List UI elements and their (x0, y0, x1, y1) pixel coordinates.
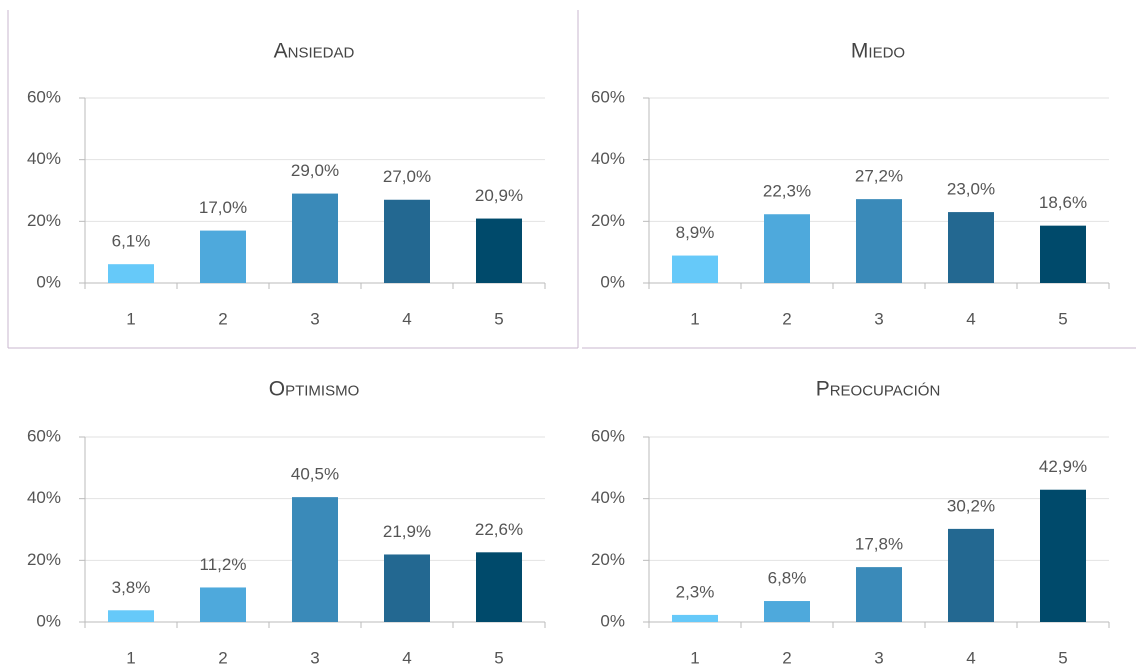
bar (476, 218, 522, 283)
bar (200, 587, 246, 622)
x-tick-label: 3 (874, 309, 883, 328)
x-tick-label: 1 (690, 309, 699, 328)
bar (764, 601, 810, 622)
data-label: 27,2% (855, 167, 903, 186)
x-tick-label: 2 (218, 648, 227, 667)
y-tick-label: 0% (600, 272, 625, 291)
bar (764, 214, 810, 283)
bar (1040, 225, 1086, 283)
y-tick-label: 40% (27, 149, 61, 168)
y-tick-label: 60% (27, 426, 61, 445)
data-label: 6,8% (768, 569, 807, 588)
bar (384, 554, 430, 622)
x-tick-label: 2 (218, 309, 227, 328)
x-tick-label: 5 (494, 309, 503, 328)
data-label: 27,0% (383, 167, 431, 186)
data-label: 18,6% (1039, 193, 1087, 212)
y-tick-label: 60% (591, 87, 625, 106)
bar (672, 255, 718, 283)
y-tick-label: 0% (36, 611, 61, 630)
chart-title: Optimismo (269, 378, 360, 401)
x-tick-label: 5 (1058, 648, 1067, 667)
y-tick-label: 0% (36, 272, 61, 291)
chart-title: Ansiedad (274, 40, 355, 63)
bar (108, 610, 154, 622)
data-label: 23,0% (947, 180, 995, 199)
data-label: 42,9% (1039, 457, 1087, 476)
y-tick-label: 20% (27, 550, 61, 569)
x-tick-label: 1 (690, 648, 699, 667)
bar (948, 528, 994, 622)
y-tick-label: 0% (600, 611, 625, 630)
x-tick-label: 3 (310, 648, 319, 667)
data-label: 22,3% (763, 182, 811, 201)
data-label: 40,5% (291, 465, 339, 484)
y-tick-label: 40% (27, 488, 61, 507)
x-tick-label: 5 (1058, 309, 1067, 328)
y-tick-label: 40% (591, 488, 625, 507)
data-label: 21,9% (383, 522, 431, 541)
bar (292, 193, 338, 283)
data-label: 3,8% (112, 578, 151, 597)
bar (948, 212, 994, 283)
bar (200, 230, 246, 283)
x-tick-label: 4 (966, 309, 975, 328)
data-label: 30,2% (947, 496, 995, 515)
chart-title: Preocupación (816, 378, 941, 401)
chart-title: Miedo (851, 40, 905, 63)
data-label: 22,6% (475, 520, 523, 539)
bar (384, 199, 430, 283)
data-label: 6,1% (112, 232, 151, 251)
bar (476, 552, 522, 622)
y-tick-label: 40% (591, 149, 625, 168)
data-label: 11,2% (200, 555, 247, 574)
y-tick-label: 60% (27, 87, 61, 106)
data-label: 17,0% (199, 198, 247, 217)
y-tick-label: 20% (591, 211, 625, 230)
x-tick-label: 2 (782, 309, 791, 328)
data-label: 17,8% (855, 535, 903, 554)
bar (856, 567, 902, 622)
x-tick-label: 1 (126, 648, 135, 667)
data-label: 29,0% (291, 161, 339, 180)
x-tick-label: 4 (402, 648, 411, 667)
bar (292, 497, 338, 622)
bar (1040, 489, 1086, 622)
x-tick-label: 3 (874, 648, 883, 667)
bar (672, 614, 718, 622)
bar (108, 264, 154, 283)
data-label: 20,9% (475, 186, 523, 205)
y-tick-label: 20% (591, 550, 625, 569)
x-tick-label: 2 (782, 648, 791, 667)
y-tick-label: 60% (591, 426, 625, 445)
x-tick-label: 4 (402, 309, 411, 328)
x-tick-label: 5 (494, 648, 503, 667)
y-tick-label: 20% (27, 211, 61, 230)
x-tick-label: 3 (310, 309, 319, 328)
x-tick-label: 1 (126, 309, 135, 328)
data-label: 2,3% (676, 582, 715, 601)
bar (856, 199, 902, 283)
data-label: 8,9% (676, 223, 715, 242)
x-tick-label: 4 (966, 648, 975, 667)
